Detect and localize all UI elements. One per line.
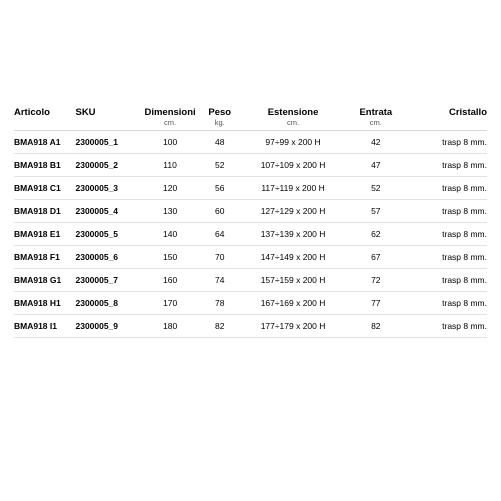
cell-sku: 2300005_9	[75, 314, 141, 337]
cell-dim: 120	[142, 176, 199, 199]
col-header-label: Peso	[208, 107, 231, 118]
col-header-label: Dimensioni	[144, 107, 195, 118]
table-row: BMA918 I12300005_918082177÷179 x 200 H82…	[14, 314, 487, 337]
product-spec-table: ArticoloSKUDimensionicm.Pesokg.Estension…	[14, 108, 487, 338]
cell-ent: 77	[345, 291, 406, 314]
cell-art: BMA918 H1	[14, 291, 75, 314]
cell-peso: 48	[198, 130, 241, 153]
cell-art: BMA918 A1	[14, 130, 75, 153]
col-header-sublabel: cm.	[142, 119, 199, 127]
cell-sku: 2300005_5	[75, 222, 141, 245]
cell-art: BMA918 D1	[14, 199, 75, 222]
cell-art: BMA918 G1	[14, 268, 75, 291]
cell-art: BMA918 F1	[14, 245, 75, 268]
cell-cris: trasp 8 mm.	[407, 176, 487, 199]
col-header: Dimensionicm.	[142, 108, 199, 130]
col-header-label: Articolo	[14, 107, 50, 118]
cell-dim: 100	[142, 130, 199, 153]
cell-cris: trasp 8 mm.	[407, 153, 487, 176]
cell-peso: 56	[198, 176, 241, 199]
cell-art: BMA918 C1	[14, 176, 75, 199]
cell-peso: 82	[198, 314, 241, 337]
table-row: BMA918 H12300005_817078167÷169 x 200 H77…	[14, 291, 487, 314]
cell-dim: 170	[142, 291, 199, 314]
cell-sku: 2300005_7	[75, 268, 141, 291]
cell-cris: trasp 8 mm.	[407, 222, 487, 245]
col-header: SKU	[75, 108, 141, 130]
cell-ent: 52	[345, 176, 406, 199]
table-row: BMA918 E12300005_514064137÷139 x 200 H62…	[14, 222, 487, 245]
col-header: Cristallo	[407, 108, 487, 130]
cell-ent: 62	[345, 222, 406, 245]
cell-est: 97÷99 x 200 H	[241, 130, 345, 153]
cell-est: 127÷129 x 200 H	[241, 199, 345, 222]
cell-peso: 60	[198, 199, 241, 222]
cell-est: 167÷169 x 200 H	[241, 291, 345, 314]
cell-ent: 67	[345, 245, 406, 268]
col-header-label: Cristallo	[449, 107, 487, 118]
cell-sku: 2300005_1	[75, 130, 141, 153]
cell-dim: 180	[142, 314, 199, 337]
cell-sku: 2300005_6	[75, 245, 141, 268]
table-row: BMA918 A12300005_11004897÷99 x 200 H42tr…	[14, 130, 487, 153]
cell-cris: trasp 8 mm.	[407, 268, 487, 291]
cell-peso: 78	[198, 291, 241, 314]
cell-cris: trasp 8 mm.	[407, 130, 487, 153]
cell-sku: 2300005_3	[75, 176, 141, 199]
cell-ent: 72	[345, 268, 406, 291]
cell-est: 107÷109 x 200 H	[241, 153, 345, 176]
cell-cris: trasp 8 mm.	[407, 314, 487, 337]
cell-dim: 130	[142, 199, 199, 222]
table-row: BMA918 C12300005_312056117÷119 x 200 H52…	[14, 176, 487, 199]
cell-cris: trasp 8 mm.	[407, 199, 487, 222]
cell-dim: 160	[142, 268, 199, 291]
col-header-label: Entrata	[359, 107, 392, 118]
col-header: Pesokg.	[198, 108, 241, 130]
cell-sku: 2300005_4	[75, 199, 141, 222]
table-row: BMA918 B12300005_211052107÷109 x 200 H47…	[14, 153, 487, 176]
cell-dim: 140	[142, 222, 199, 245]
cell-dim: 110	[142, 153, 199, 176]
cell-peso: 52	[198, 153, 241, 176]
table-row: BMA918 G12300005_716074157÷159 x 200 H72…	[14, 268, 487, 291]
cell-art: BMA918 I1	[14, 314, 75, 337]
col-header-sublabel: cm.	[241, 119, 345, 127]
cell-art: BMA918 B1	[14, 153, 75, 176]
table-row: BMA918 F12300005_615070147÷149 x 200 H67…	[14, 245, 487, 268]
cell-art: BMA918 E1	[14, 222, 75, 245]
cell-peso: 64	[198, 222, 241, 245]
cell-est: 117÷119 x 200 H	[241, 176, 345, 199]
cell-ent: 42	[345, 130, 406, 153]
cell-peso: 74	[198, 268, 241, 291]
table-row: BMA918 D12300005_413060127÷129 x 200 H57…	[14, 199, 487, 222]
table-header-row: ArticoloSKUDimensionicm.Pesokg.Estension…	[14, 108, 487, 130]
cell-est: 147÷149 x 200 H	[241, 245, 345, 268]
cell-dim: 150	[142, 245, 199, 268]
col-header-label: SKU	[75, 107, 95, 118]
cell-cris: trasp 8 mm.	[407, 245, 487, 268]
cell-ent: 57	[345, 199, 406, 222]
cell-sku: 2300005_8	[75, 291, 141, 314]
cell-cris: trasp 8 mm.	[407, 291, 487, 314]
cell-peso: 70	[198, 245, 241, 268]
cell-ent: 82	[345, 314, 406, 337]
cell-est: 137÷139 x 200 H	[241, 222, 345, 245]
cell-est: 157÷159 x 200 H	[241, 268, 345, 291]
col-header: Articolo	[14, 108, 75, 130]
col-header-label: Estensione	[268, 107, 319, 118]
col-header: Entratacm.	[345, 108, 406, 130]
col-header: Estensionecm.	[241, 108, 345, 130]
cell-est: 177÷179 x 200 H	[241, 314, 345, 337]
cell-ent: 47	[345, 153, 406, 176]
cell-sku: 2300005_2	[75, 153, 141, 176]
col-header-sublabel: cm.	[345, 119, 406, 127]
col-header-sublabel: kg.	[198, 119, 241, 127]
